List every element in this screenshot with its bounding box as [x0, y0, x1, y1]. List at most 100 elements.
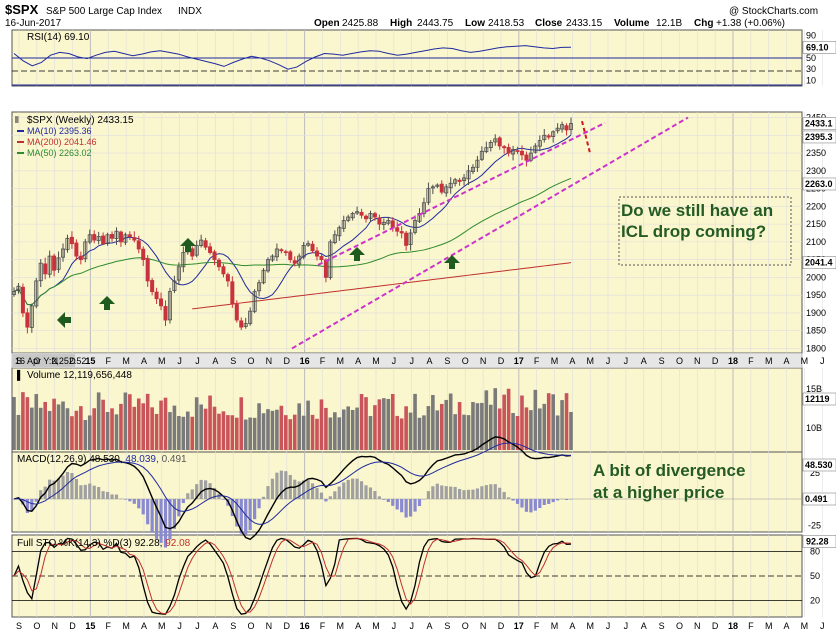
macd-histogram-bar — [417, 499, 422, 507]
macd-histogram-bar — [413, 499, 417, 512]
macd-histogram-bar — [511, 499, 515, 501]
macd-histogram-bar — [56, 478, 61, 499]
volume-bar — [569, 411, 573, 450]
bottom-month-label: 17 — [514, 621, 524, 631]
price-candle — [524, 154, 529, 161]
ma200-line — [192, 262, 572, 310]
volume-bar — [114, 414, 119, 450]
macd-histogram-bar — [30, 499, 34, 512]
bottom-month-label: D — [498, 621, 505, 631]
bottom-month-label: N — [266, 621, 273, 631]
volume-bar — [515, 415, 520, 450]
mid-month-label: J — [820, 356, 825, 366]
mid-month-label: M — [765, 356, 773, 366]
volume-bar — [506, 388, 511, 450]
volume-bar — [123, 392, 128, 450]
macd-histogram-bar — [12, 499, 16, 500]
macd-histogram-bar — [230, 499, 234, 517]
price-tag — [802, 130, 836, 144]
macd-histogram-bar — [101, 491, 105, 499]
volume-bar — [471, 402, 475, 450]
price-tag — [802, 117, 836, 130]
volume-bar — [79, 406, 83, 450]
range-label-box — [13, 354, 75, 367]
chg-value: +1.38 (+0.06%) — [716, 18, 785, 29]
bottom-month-label: J — [606, 621, 611, 631]
volume-bar — [560, 400, 564, 450]
mid-month-label: A — [427, 356, 433, 366]
volume-bar — [346, 406, 350, 450]
volume-label-text: Volume 12,119,656,448 — [27, 370, 132, 381]
volume-bar — [70, 416, 74, 450]
volume-bar — [83, 419, 88, 450]
volume-bar — [350, 409, 355, 450]
mid-month-label: M — [122, 356, 130, 366]
price-candle — [127, 234, 132, 237]
channel-upper — [317, 121, 606, 266]
bottom-month-label: A — [427, 621, 433, 631]
macd-histogram-bar — [244, 499, 248, 536]
mid-month-label: D — [712, 356, 719, 366]
macd-histogram-bar — [25, 499, 29, 513]
divergence-annotation-line2: at a higher price — [593, 483, 724, 502]
macd-histogram-bar — [458, 488, 462, 499]
price-tag-label: 2263.0 — [805, 179, 833, 189]
macd-histogram-bar — [386, 499, 390, 502]
macd-histogram-bar — [422, 499, 426, 500]
macd-histogram-bar — [391, 499, 395, 506]
volume-bar — [163, 397, 168, 450]
macd-histogram-bar — [324, 499, 328, 502]
macd-histogram-bar — [569, 499, 573, 500]
price-candle — [83, 241, 88, 260]
chart-date: 16-Jun-2017 — [5, 18, 62, 29]
price-axis-label: 1850 — [806, 326, 826, 336]
volume-bar — [52, 398, 56, 450]
price-candle — [61, 248, 66, 258]
macd-histogram-bar — [333, 491, 337, 499]
macd-histogram-bar — [132, 499, 136, 504]
price-candle — [448, 182, 453, 189]
bottom-axis-months: S O N D 15 F M A M J J A S O N D 16 F M A M J J A S O N D 17 F M A M J J A S… — [16, 621, 825, 631]
macd-histogram-bar — [498, 487, 502, 499]
volume-bar — [341, 409, 346, 450]
bottom-month-label: O — [462, 621, 469, 631]
macd-histogram-bar — [524, 499, 529, 512]
macd-label: MACD(12,26,9) 48.530, 48.039, 0.491 — [17, 454, 187, 465]
rsi-axis-label: 50 — [806, 53, 816, 63]
bottom-month-label: M — [801, 621, 809, 631]
price-candle — [25, 312, 30, 328]
macd-histogram-bar — [515, 499, 520, 504]
volume-bar — [248, 417, 252, 450]
volume-bar — [439, 403, 444, 450]
macd-histogram-bar — [74, 479, 78, 499]
price-candle — [555, 127, 560, 132]
volume-bar — [177, 416, 181, 450]
macd-histogram-bar — [507, 497, 511, 499]
volume-axis: 15B 10B 12119 — [802, 384, 836, 433]
macd-histogram-bar — [328, 496, 332, 499]
bottom-month-label: A — [784, 621, 790, 631]
sto-tag-label: 92.28 — [806, 536, 829, 546]
macd-histogram-bar — [449, 486, 453, 499]
volume-bar — [65, 408, 70, 450]
volume-bar — [497, 408, 502, 450]
mid-month-label: S — [16, 356, 22, 366]
price-candle — [110, 234, 115, 239]
volume-bar — [555, 415, 560, 450]
price-candle — [315, 250, 320, 257]
mid-month-label: N — [480, 356, 487, 366]
volume-bar — [101, 399, 105, 450]
symbol: $SPX — [5, 2, 39, 17]
macd-histogram-bar — [404, 499, 408, 518]
price-candle — [386, 220, 391, 224]
macd-histogram-bar — [221, 499, 226, 500]
volume-axis-label: 15B — [806, 384, 822, 394]
price-axis-label: 2150 — [806, 219, 826, 229]
volume-bar — [373, 405, 377, 450]
macd-histogram-bar — [159, 499, 163, 543]
volume-bar — [185, 411, 190, 450]
macd-histogram-bar — [533, 499, 537, 511]
volume-bar — [306, 400, 310, 450]
price-candle — [65, 237, 70, 251]
